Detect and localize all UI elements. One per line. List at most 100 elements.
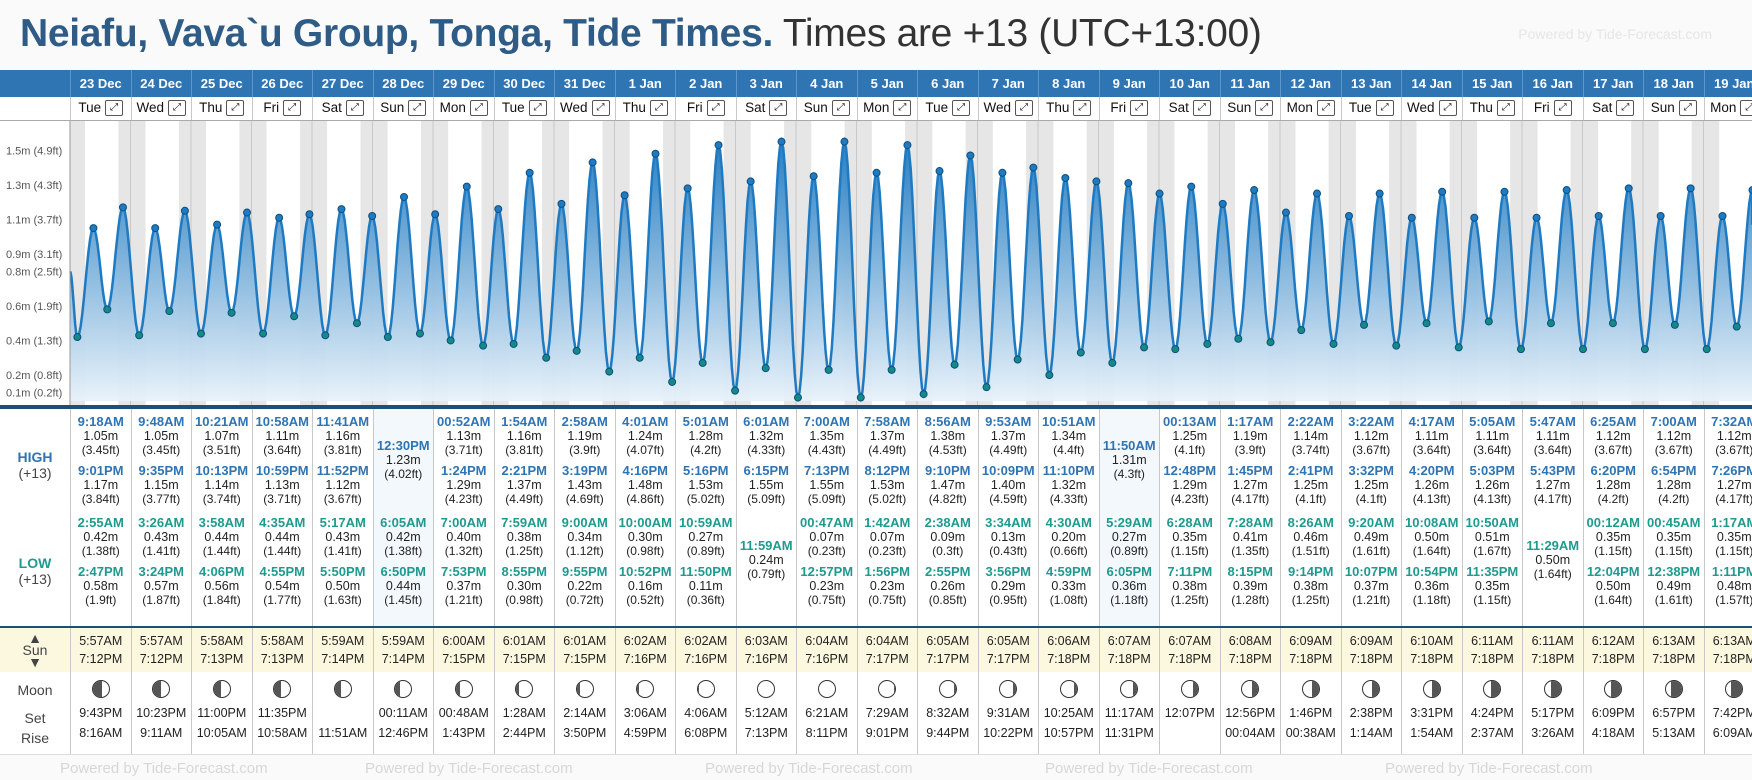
high-tide-time: 10:59PM	[255, 463, 309, 478]
high-tide-time: 7:32AM	[1711, 414, 1752, 429]
high-tide-point	[213, 220, 222, 229]
expand-day-icon[interactable]: ⤢	[1678, 100, 1697, 117]
low-tide-point	[135, 331, 144, 340]
day-of-week: Thu	[199, 100, 223, 115]
expand-day-icon[interactable]: ⤢	[1616, 100, 1635, 117]
moon-phase-icon	[515, 680, 534, 698]
high-tide-point	[1562, 186, 1571, 195]
low-tide-time: 10:54PM	[1405, 564, 1459, 579]
low-tide-height-ft: (1.44ft)	[202, 544, 241, 558]
expand-day-icon[interactable]: ⤢	[1496, 100, 1515, 117]
expand-day-icon[interactable]: ⤢	[105, 100, 124, 117]
low-tide-height-m: 0.51m	[1474, 530, 1510, 544]
low-tide-time: 6:05AM	[380, 515, 427, 530]
expand-day-icon[interactable]: ⤢	[893, 100, 912, 117]
expand-day-icon[interactable]: ⤢	[1015, 100, 1033, 117]
high-tide-time: 9:18AM	[77, 414, 124, 429]
expand-day-icon[interactable]: ⤢	[706, 100, 725, 117]
moon-day-cell: 3:06AM 4:59PM	[614, 672, 676, 754]
low-tide-height-ft: (1.18ft)	[1412, 593, 1451, 607]
expand-day-icon[interactable]: ⤢	[591, 100, 610, 117]
moonrise-time: 7:13PM	[744, 726, 788, 740]
expand-day-icon[interactable]: ⤢	[831, 100, 850, 117]
moon-shadow	[516, 681, 520, 697]
high-tide-height-m: 1.47m	[930, 478, 966, 492]
high-tide: 4:01AM 1.24m (4.07ft)	[616, 415, 676, 458]
moonrise-label: Rise	[20, 730, 49, 746]
expand-day-icon[interactable]: ⤢	[769, 100, 788, 117]
low-tide-height-m: 0.30m	[627, 530, 663, 544]
low-tide-time: 4:59PM	[1045, 564, 1092, 579]
expand-day-icon[interactable]: ⤢	[1073, 100, 1092, 117]
moonrise-time: 6:08PM	[684, 726, 728, 740]
high-tide-height-ft: (5.02ft)	[868, 492, 907, 506]
expand-day-icon[interactable]: ⤢	[1130, 100, 1149, 117]
high-tide-time: 3:19PM	[561, 463, 608, 478]
expand-day-icon[interactable]: ⤢	[168, 100, 186, 117]
low-tide-height-m: 0.30m	[506, 579, 542, 593]
expand-day-icon[interactable]: ⤢	[226, 100, 245, 117]
sun-day-cell: 6:09AM 7:18PM	[1280, 628, 1341, 672]
moon-phase-icon	[1664, 680, 1683, 698]
low-tide-point	[1579, 345, 1588, 354]
high-tide-height-m: 1.15m	[143, 478, 179, 492]
low-tide-point	[635, 353, 644, 362]
high-tide-height-ft: (3.67ft)	[1352, 443, 1391, 457]
expand-day-icon[interactable]: ⤢	[283, 100, 302, 117]
high-tide-point	[872, 168, 881, 177]
sun-day-cell: 5:57AM 7:12PM	[130, 628, 192, 672]
high-tide-height-ft: (4.17ft)	[1533, 492, 1572, 506]
moonrise-time: 12:46PM	[378, 726, 429, 740]
low-tide: 6:50PM 0.44m (1.45ft)	[374, 565, 434, 608]
date-cell: 6 Jan	[917, 70, 978, 97]
moon-shadow	[953, 681, 956, 697]
high-tide-time: 6:54PM	[1650, 463, 1697, 478]
expand-day-icon[interactable]: ⤢	[528, 100, 547, 117]
expand-day-icon[interactable]: ⤢	[1192, 100, 1211, 117]
sunrise-time: 6:10AM	[1410, 634, 1454, 648]
date-cell: 16 Jan	[1522, 70, 1583, 97]
high-tide: 00:52AM 1.13m (3.71ft)	[434, 415, 494, 458]
low-tide-point	[950, 360, 959, 369]
high-tide-point	[746, 177, 755, 186]
high-tide-height-ft: (4.23ft)	[444, 492, 483, 506]
moonrise-time: 5:13AM	[1652, 726, 1696, 740]
high-tide-time: 5:05AM	[1469, 414, 1516, 429]
high-tide: 8:12PM 1.53m (5.02ft)	[858, 464, 918, 507]
expand-day-icon[interactable]: ⤢	[1375, 100, 1394, 117]
low-tide-height-m: 0.58m	[83, 579, 119, 593]
high-tide-height-ft: (4.4ft)	[1053, 443, 1085, 457]
high-tide-time: 4:20PM	[1408, 463, 1455, 478]
moonset-time: 12:56PM	[1225, 706, 1276, 720]
tide-day-column: 3:22AM 1.12m (3.67ft) 3:32PM 1.25m (4.1ft) 9:2…	[1340, 409, 1402, 626]
expand-day-icon[interactable]: ⤢	[1553, 100, 1572, 117]
high-tide-point	[275, 213, 284, 222]
expand-day-icon[interactable]: ⤢	[408, 100, 427, 117]
expand-day-icon[interactable]: ⤢	[1316, 100, 1335, 117]
tide-day-column: 00:13AM 1.25m (4.1ft) 12:48PM 1.29m (4.23ft) 6…	[1159, 409, 1220, 626]
expand-day-icon[interactable]: ⤢	[1740, 100, 1752, 117]
low-tide-height-m: 0.35m	[1716, 530, 1752, 544]
high-tide-height-ft: (4.86ft)	[626, 492, 665, 506]
high-tide-time: 3:22AM	[1348, 414, 1395, 429]
expand-day-icon[interactable]: ⤢	[952, 100, 971, 117]
moon-day-cell: 00:11AM 12:46PM	[372, 672, 434, 754]
expand-day-icon[interactable]: ⤢	[1438, 100, 1457, 117]
low-tide: 3:56PM 0.29m (0.95ft)	[979, 565, 1039, 608]
sunrise-time: 6:06AM	[1047, 634, 1091, 648]
high-tide-height-ft: (3.71ft)	[444, 443, 483, 457]
tide-day-column: 12:30PM 1.23m (4.02ft) 6:05AM 0.42m (1.38ft) 6…	[372, 409, 434, 626]
expand-day-icon[interactable]: ⤢	[1255, 100, 1274, 117]
low-tide-point	[1297, 326, 1306, 335]
expand-day-icon[interactable]: ⤢	[345, 100, 364, 117]
low-tide: 3:26AM 0.43m (1.41ft)	[132, 516, 192, 559]
expand-day-icon[interactable]: ⤢	[469, 100, 488, 117]
expand-day-icon[interactable]: ⤢	[649, 100, 668, 117]
low-tide-height-m: 0.13m	[990, 530, 1026, 544]
tide-times-table: HIGH (+13) LOW (+13) 9:18AM 1.05m (3.45ft) 9:…	[0, 407, 1752, 628]
high-tide-time: 12:30PM	[376, 438, 430, 453]
high-tide-height-ft: (3.77ft)	[142, 492, 181, 506]
moon-phase-icon	[938, 680, 957, 698]
high-tide: 6:25AM 1.12m (3.67ft)	[1584, 415, 1644, 458]
high-tide-point	[89, 224, 98, 233]
